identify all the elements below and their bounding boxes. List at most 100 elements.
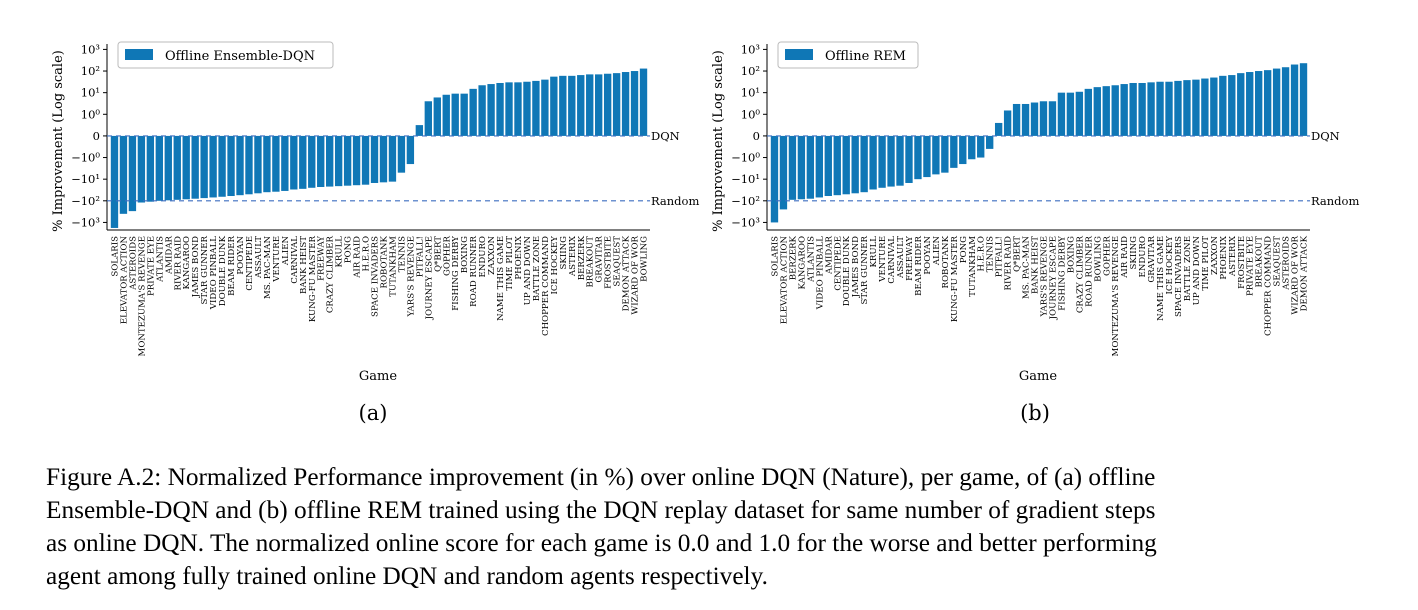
reference-line-label: Random (651, 194, 699, 208)
x-tick-label: BANK HEIST (1031, 236, 1041, 294)
x-tick-label: PITFALL! (415, 236, 425, 277)
x-tick-label: DEMON ATTACK (622, 235, 632, 311)
bar (595, 74, 603, 136)
x-tick-label: KUNG-FU MASTER (950, 235, 960, 322)
x-tick-label: FISHING DERBY (1057, 236, 1067, 311)
bar (1165, 81, 1173, 136)
x-tick-label: ALIEN (932, 236, 942, 267)
bar (959, 135, 967, 165)
y-tick-label: −10² (731, 194, 760, 208)
bar (833, 135, 841, 196)
x-tick-label: TENNIS (986, 236, 996, 272)
x-tick-label: PONG (959, 236, 969, 263)
bar (218, 135, 226, 197)
legend: Offline REM (777, 41, 919, 69)
x-tick-label: FROSTBITE (604, 236, 614, 289)
x-tick-label: YARS'S REVENGE (406, 236, 416, 317)
y-tick-label: 10³ (741, 42, 761, 56)
bar (281, 135, 289, 191)
x-tick-label: JAMES BOND (191, 236, 201, 298)
caption-line: Ensemble-DQN and (b) offline REM trained… (46, 496, 1156, 524)
bar (200, 135, 208, 199)
x-tick-label: SOLARIS (110, 236, 120, 277)
bar (523, 81, 531, 136)
x-tick-label: BATTLE ZONE (1183, 236, 1193, 301)
bar (1066, 92, 1075, 136)
bar (968, 135, 976, 160)
bar (370, 135, 379, 183)
bar (1263, 70, 1272, 136)
x-tick-label: ENDURO (1138, 236, 1148, 277)
bar (182, 135, 190, 200)
x-tick-label: GOPHER (442, 235, 452, 275)
bar (770, 135, 779, 223)
bar (1102, 86, 1110, 136)
x-tick-label: ASTEROIDS (1282, 236, 1292, 291)
bar (994, 122, 1003, 136)
bar (1210, 77, 1218, 136)
x-tick-label: BOWLING (640, 236, 650, 282)
x-tick-label: CRAZY CLIMBER (326, 235, 336, 313)
x-tick-label: BATTLE ZONE (532, 236, 542, 301)
bar (361, 135, 370, 185)
x-tick-label: RIVER RAID (173, 236, 183, 291)
x-tick-label: PRIVATE EYE (146, 236, 156, 296)
x-tick-label: STAR GUNNER (200, 235, 210, 304)
x-tick-label: ROBOTANK (941, 235, 951, 288)
x-tick-label: ATLANTIS (806, 236, 816, 283)
x-tick-label: DOUBLE DUNK (842, 235, 852, 306)
x-tick-label: GOPHER (1102, 235, 1112, 275)
bar (550, 76, 558, 136)
bar (128, 135, 137, 212)
y-tick-label: 10¹ (81, 86, 100, 100)
x-tick-label: BERZERK (788, 235, 798, 280)
legend-box (777, 41, 919, 69)
x-tick-label: CHOPPER COMMAND (1264, 236, 1274, 336)
bar (110, 135, 119, 228)
bar (164, 135, 172, 201)
bar (612, 73, 621, 136)
y-tick-label: −10¹ (71, 172, 100, 186)
bar (1084, 88, 1092, 136)
x-tick-label: SPACE INVADERS (371, 236, 381, 317)
x-tick-label: ZAXXON (487, 236, 497, 275)
x-tick-label: STAR GUNNER (860, 235, 870, 304)
x-tick-label: WIZARD OF WOR (631, 235, 641, 314)
x-tick-label: YARS'S REVENGE (1039, 236, 1049, 317)
x-tick-label: PRIVATE EYE (1246, 236, 1256, 296)
bar (514, 82, 522, 136)
bar (1093, 87, 1101, 136)
x-tick-label: TUTANKHAM (388, 236, 398, 297)
x-tick-label: JOURNEY ESCAPE (1048, 236, 1058, 320)
bar (317, 135, 325, 187)
bar (1237, 73, 1245, 136)
bar (869, 135, 877, 190)
x-tick-label: VIDEO PINBALL (815, 236, 825, 310)
bar (191, 135, 199, 199)
x-tick-label: DEMON ATTACK (1300, 235, 1310, 311)
bar (1192, 79, 1200, 136)
y-tick-label: 10¹ (741, 86, 760, 100)
x-tick-label: Q*BERT (433, 236, 443, 272)
x-tick-label: CENTIPEDE (245, 236, 255, 291)
bar (388, 135, 397, 182)
x-tick-label: JOURNEY ESCAPE (424, 236, 434, 320)
bar (806, 135, 815, 199)
bar (146, 135, 155, 202)
bar (245, 135, 253, 195)
x-axis-label: Game (359, 369, 397, 384)
x-tick-label: ICE HOCKEY (550, 236, 560, 295)
x-tick-label: BREAKOUT (1255, 236, 1265, 288)
x-tick-label: BOXING (460, 236, 470, 273)
legend-label: Offline Ensemble-DQN (165, 49, 315, 64)
x-tick-label: ASTERIX (568, 235, 578, 277)
bar (905, 135, 913, 183)
x-tick-label: NAME THIS GAME (496, 236, 506, 321)
bar (406, 135, 415, 165)
bar (914, 135, 922, 180)
x-tick-label: ATLANTIS (155, 236, 165, 283)
x-tick-label: BERZERK (577, 235, 587, 280)
y-tick-label: −10⁰ (731, 151, 760, 165)
bar (433, 97, 441, 136)
bar (568, 75, 576, 136)
